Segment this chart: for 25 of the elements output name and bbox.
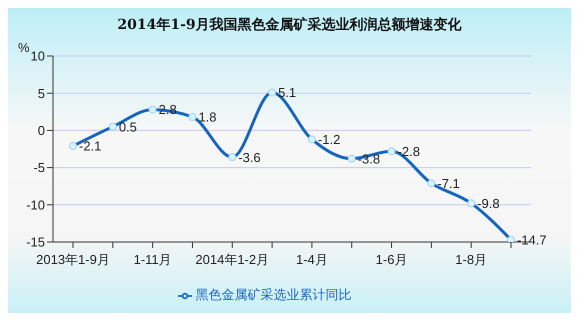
x-tick-label: 1-4月 (296, 252, 328, 267)
data-label: 1.8 (198, 110, 217, 125)
data-label: -9.8 (477, 196, 500, 211)
y-tick-label: 10 (30, 48, 45, 64)
data-label: -2.8 (398, 144, 420, 159)
y-tick-label: -15 (26, 234, 45, 250)
x-tick-label: 1-6月 (376, 252, 408, 267)
y-tick-label: 0 (38, 123, 45, 138)
legend-label: 黑色金属矿采选业累计同比 (196, 287, 352, 302)
y-tick-label: -10 (26, 197, 45, 212)
x-tick-label: 2014年1-2月 (195, 252, 270, 267)
x-tick-label: 1-8月 (455, 252, 488, 267)
data-label: -2.1 (79, 138, 102, 154)
data-label: -1.2 (318, 132, 340, 147)
data-label: 0.5 (118, 119, 137, 134)
x-tick-label: 1-11月 (134, 252, 172, 267)
x-tick-label: 2013年1-9月 (36, 252, 110, 267)
data-label: -3.6 (238, 150, 261, 165)
y-tick-label: 5 (38, 86, 45, 101)
y-tick-label: -5 (33, 160, 45, 176)
y-axis-title: % (18, 40, 30, 55)
chart-title: 2014年1-9月我国黑色金属矿采选业利润总额增速变化 (116, 16, 463, 34)
data-label: -7.1 (437, 176, 460, 191)
data-label: 5.1 (278, 85, 296, 100)
data-label: -14.7 (517, 232, 547, 248)
